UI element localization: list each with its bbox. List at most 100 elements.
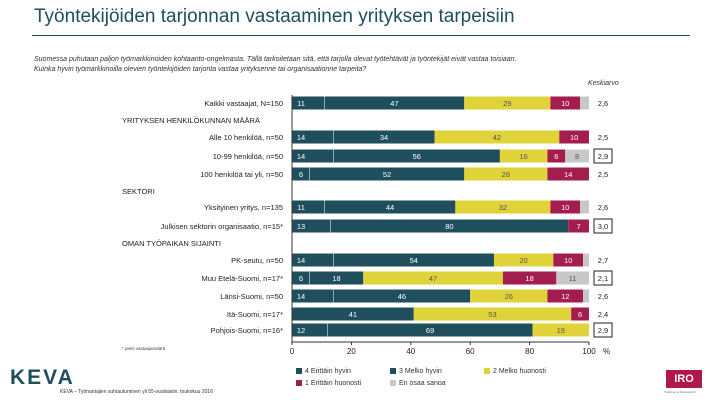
bar-segment <box>455 200 551 214</box>
row-label: Muu Etelä-Suomi, n=17* <box>201 274 283 283</box>
bar-segment <box>327 323 533 337</box>
data-label: 54 <box>410 256 418 265</box>
row-label: 10-99 henkilöä, n=50 <box>213 152 283 161</box>
title-divider <box>32 35 690 36</box>
bar-segment <box>292 149 334 163</box>
bar-segment <box>292 130 334 144</box>
row-label: Julkisen sektorin organisaatio, n=15* <box>161 222 283 231</box>
data-label: 11 <box>297 99 305 108</box>
average-value: 2,4 <box>598 310 608 319</box>
bar-segment <box>333 289 471 303</box>
bar-segment <box>292 200 325 214</box>
data-label: 44 <box>386 203 394 212</box>
legend-item-en-osaa-sanoa: En osaa sanoa <box>390 380 446 387</box>
bar-segment <box>324 200 456 214</box>
data-label: 32 <box>499 203 507 212</box>
legend-label: 3 Melko hyvin <box>399 368 442 375</box>
legend-item-erittain-huonosti: 1 Erittäin huonosti <box>296 380 361 387</box>
average-value: 2,1 <box>598 274 608 283</box>
average-box <box>593 148 613 164</box>
row-label: Länsi-Suomi, n=50 <box>220 292 283 301</box>
data-label: 42 <box>493 133 501 142</box>
data-label: 26 <box>505 292 513 301</box>
data-label: 11 <box>569 274 577 283</box>
bar-segment <box>434 130 560 144</box>
source-note: KEVA – Työnantajien suhtautuminen yli 55… <box>60 389 213 395</box>
average-box <box>593 322 613 338</box>
bar-segment <box>363 271 503 285</box>
x-tick-label: 0 <box>290 347 295 356</box>
bar-segment <box>292 96 325 110</box>
row-label: PK-seutu, n=50 <box>231 256 283 265</box>
data-label: 12 <box>297 326 305 335</box>
bar-segment <box>470 289 548 303</box>
bar-segment <box>550 96 581 110</box>
x-tick-label: 20 <box>347 347 356 356</box>
average-value: 2,9 <box>598 326 608 335</box>
bar-segment <box>565 149 589 163</box>
data-label: 6 <box>578 310 582 319</box>
bar-segment <box>580 96 589 110</box>
data-label: 18 <box>332 274 340 283</box>
data-label: 80 <box>445 222 453 231</box>
page-title: Työntekijöiden tarjonnan vastaaminen yri… <box>34 6 515 27</box>
average-value: 2,7 <box>598 256 608 265</box>
bar-segment <box>571 307 589 321</box>
data-label: 47 <box>429 274 437 283</box>
row-label: Yksityinen yritys, n=135 <box>204 203 283 212</box>
data-label: 20 <box>519 256 527 265</box>
bar-segment <box>499 149 548 163</box>
average-value: 2,6 <box>598 292 608 301</box>
data-label: 6 <box>299 170 303 179</box>
section-heading: YRITYKSEN HENKILÖKUNNAN MÄÄRÄ <box>122 116 260 125</box>
data-label: 14 <box>297 133 305 142</box>
bar-segment <box>292 253 334 267</box>
legend-swatch <box>390 368 396 375</box>
bar-segment <box>550 200 581 214</box>
legend-label: 2 Melko huonosti <box>493 368 546 375</box>
data-label: 47 <box>390 99 398 108</box>
legend-label: 1 Erittäin huonosti <box>305 380 362 387</box>
data-label: 10 <box>570 133 578 142</box>
row-label: Kaikki vastaajat, N=150 <box>204 99 283 108</box>
bar-segment <box>547 149 566 163</box>
data-label: 14 <box>297 256 305 265</box>
bar-segment <box>292 289 334 303</box>
legend-label: En osaa sanoa <box>399 380 446 387</box>
x-tick-label: 100 <box>582 347 596 356</box>
data-label: 28 <box>502 170 510 179</box>
data-label: 52 <box>383 170 391 179</box>
data-label: 6 <box>554 152 558 161</box>
legend-swatch <box>484 368 490 375</box>
bar-segment <box>568 219 589 233</box>
legend-item-melko-hyvin: 3 Melko hyvin <box>390 368 442 375</box>
row-label: Pohjois-Suomi, n=16* <box>211 326 283 335</box>
data-label: 19 <box>557 326 565 335</box>
bar-segment <box>292 167 310 181</box>
bar-segment <box>583 253 589 267</box>
bar-segment <box>330 219 569 233</box>
question-line-2: Kuinka hyvin työmarkkinoilla olevien työ… <box>34 66 367 73</box>
average-value: 3,0 <box>598 222 608 231</box>
data-label: 6 <box>299 274 303 283</box>
average-value: 2,5 <box>598 133 608 142</box>
bar-segment <box>292 271 310 285</box>
bar-segment <box>333 130 435 144</box>
bar-segment <box>309 271 364 285</box>
average-value: 2,5 <box>598 170 608 179</box>
iro-logo-subtitle: Tutkimus & Konsultointi <box>664 390 696 394</box>
average-box <box>593 270 613 286</box>
x-tick-label: 40 <box>406 347 415 356</box>
bar-segment <box>333 149 500 163</box>
average-value: 2,6 <box>598 203 608 212</box>
data-label: 69 <box>426 326 434 335</box>
section-heading: OMAN TYÖPAIKAN SIJAINTI <box>122 239 221 248</box>
data-label: 7 <box>577 222 581 231</box>
data-label: 12 <box>561 292 569 301</box>
question-line-1: Suomessa puhutaan paljon työmarkkinoiden… <box>34 56 517 63</box>
average-column-header: Keskiarvo <box>588 80 619 87</box>
data-label: 56 <box>413 152 421 161</box>
average-box <box>593 218 613 234</box>
data-label: 11 <box>297 203 305 212</box>
